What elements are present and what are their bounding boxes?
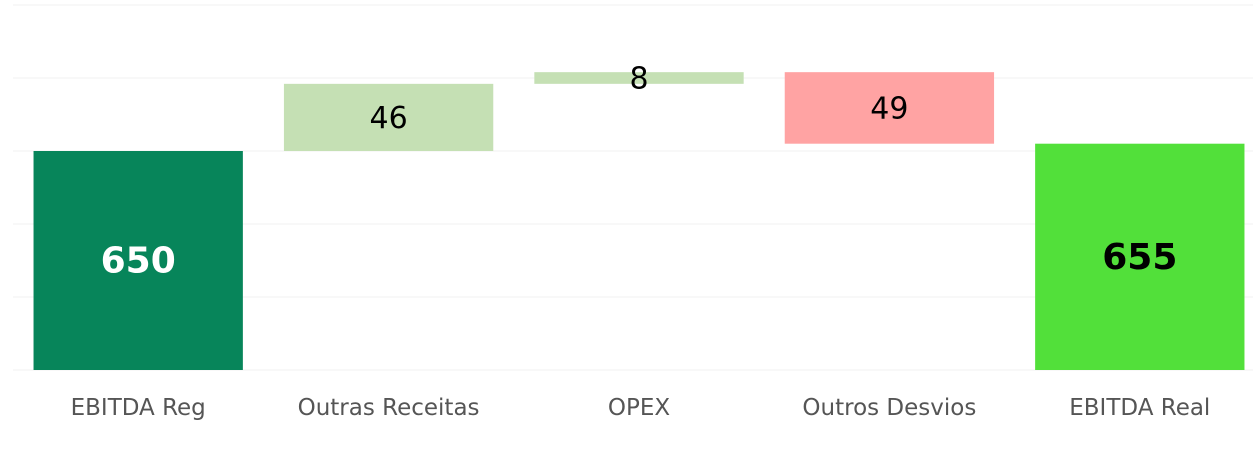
bar — [534, 72, 744, 84]
x-tick-label: Outros Desvios — [802, 395, 977, 421]
x-tick-label: OPEX — [607, 395, 671, 421]
data-label: 46 — [370, 101, 408, 136]
x-tick-label: Outras Receitas — [297, 395, 480, 421]
data-label: 8 — [629, 62, 648, 97]
bar — [1035, 143, 1245, 370]
x-tick-label: EBITDA Real — [1069, 395, 1211, 421]
data-label: 49 — [870, 91, 908, 126]
data-label: 650 — [101, 241, 176, 282]
bar — [283, 83, 494, 151]
data-label: 655 — [1102, 237, 1177, 278]
x-tick-label: EBITDA Reg — [70, 395, 206, 421]
bar — [33, 151, 243, 370]
bar — [784, 72, 995, 144]
